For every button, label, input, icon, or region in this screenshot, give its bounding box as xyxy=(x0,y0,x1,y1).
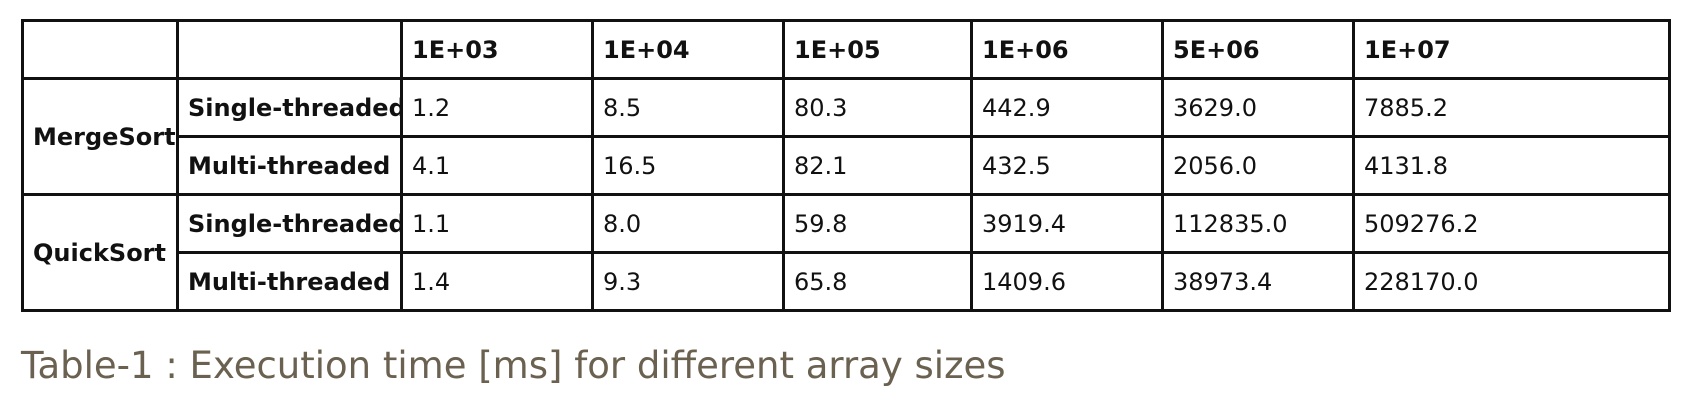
table-row: MergeSort Single-threaded 1.2 8.5 80.3 4… xyxy=(21,77,1671,196)
table-cell: 16.5 xyxy=(591,135,785,196)
column-header: 1E+05 xyxy=(782,19,973,80)
table-cell: 38973.4 xyxy=(1161,251,1355,312)
table-cell: 1409.6 xyxy=(970,251,1164,312)
table-cell: 82.1 xyxy=(782,135,973,196)
header-row: 1E+03 1E+04 1E+05 1E+06 5E+06 1E+07 xyxy=(21,19,1671,80)
table-caption: Table-1 : Execution time [ms] for differ… xyxy=(21,344,1006,387)
table-row: QuickSort Single-threaded 1.1 8.0 59.8 3… xyxy=(21,193,1671,312)
table-cell: 228170.0 xyxy=(1352,251,1671,312)
column-header: 1E+03 xyxy=(400,19,594,80)
column-header: 1E+07 xyxy=(1352,19,1671,80)
table-cell: 1.1 xyxy=(400,193,594,254)
table-cell: 65.8 xyxy=(782,251,973,312)
table-row: Multi-threaded 1.4 9.3 65.8 1409.6 38973… xyxy=(23,251,1671,312)
algorithm-label: MergeSort xyxy=(21,77,179,196)
column-header: 1E+04 xyxy=(591,19,785,80)
table-cell: 59.8 xyxy=(782,193,973,254)
results-table: 1E+03 1E+04 1E+05 1E+06 5E+06 1E+07 Merg… xyxy=(21,19,1671,312)
table-cell: 4.1 xyxy=(400,135,594,196)
table-cell: 8.0 xyxy=(591,193,785,254)
table-cell: 432.5 xyxy=(970,135,1164,196)
column-header: 5E+06 xyxy=(1161,19,1355,80)
corner-cell-mode xyxy=(176,19,403,80)
table-cell: 1.4 xyxy=(400,251,594,312)
table-cell: 1.2 xyxy=(400,77,594,138)
table-cell: 3629.0 xyxy=(1161,77,1355,138)
mode-label: Multi-threaded xyxy=(176,135,403,196)
algorithm-label: QuickSort xyxy=(21,193,179,312)
table-cell: 8.5 xyxy=(591,77,785,138)
mode-label: Single-threaded xyxy=(176,77,403,138)
table-row: Multi-threaded 4.1 16.5 82.1 432.5 2056.… xyxy=(23,135,1671,196)
mode-label: Multi-threaded xyxy=(176,251,403,312)
column-header: 1E+06 xyxy=(970,19,1164,80)
corner-cell-algorithm xyxy=(21,19,179,80)
table-cell: 2056.0 xyxy=(1161,135,1355,196)
table-cell: 80.3 xyxy=(782,77,973,138)
table-cell: 4131.8 xyxy=(1352,135,1671,196)
table-cell: 112835.0 xyxy=(1161,193,1355,254)
table-cell: 442.9 xyxy=(970,77,1164,138)
mode-label: Single-threaded xyxy=(176,193,403,254)
table-cell: 9.3 xyxy=(591,251,785,312)
table-cell: 509276.2 xyxy=(1352,193,1671,254)
table-cell: 7885.2 xyxy=(1352,77,1671,138)
table-cell: 3919.4 xyxy=(970,193,1164,254)
